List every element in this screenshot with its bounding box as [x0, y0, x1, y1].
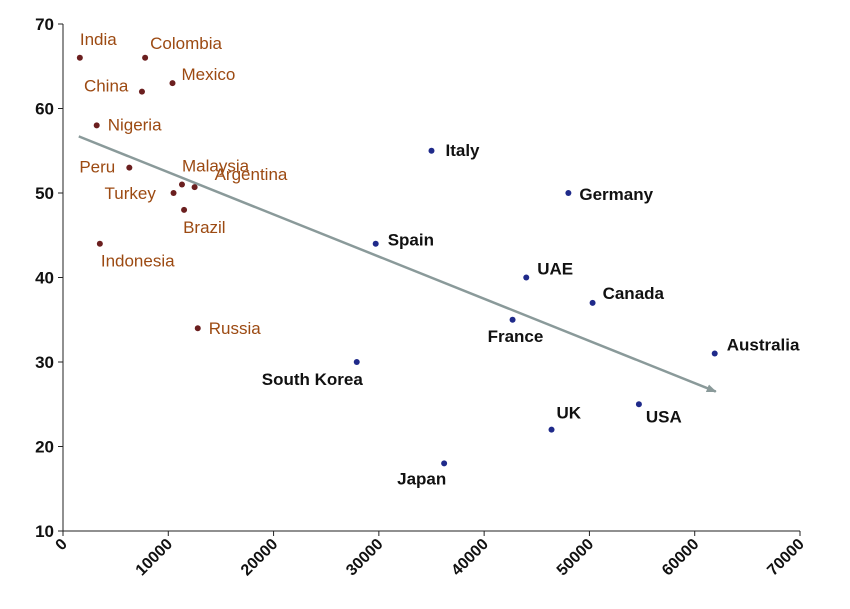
- label-argentina: Argentina: [215, 165, 288, 184]
- label-germany: Germany: [579, 185, 653, 204]
- point-malaysia: [178, 181, 185, 188]
- point-brazil: [181, 206, 188, 213]
- point-india: [76, 54, 83, 61]
- point-peru: [126, 164, 133, 171]
- point-china: [138, 88, 145, 95]
- label-uae: UAE: [537, 260, 573, 279]
- label-peru: Peru: [79, 158, 115, 177]
- label-italy: Italy: [446, 141, 481, 160]
- x-tick-label: 70000: [764, 536, 808, 580]
- point-colombia: [142, 54, 149, 61]
- point-south-korea: [353, 359, 360, 365]
- x-tick-label: 10000: [133, 536, 177, 580]
- point-usa: [635, 401, 642, 408]
- y-tick-label: 10: [35, 522, 54, 541]
- point-russia: [194, 325, 201, 332]
- label-japan: Japan: [397, 469, 446, 488]
- point-argentina: [191, 184, 198, 191]
- point-japan: [441, 460, 448, 467]
- y-tick-label: 70: [35, 15, 54, 34]
- label-mexico: Mexico: [181, 65, 235, 84]
- label-turkey: Turkey: [105, 184, 157, 203]
- label-russia: Russia: [209, 319, 262, 338]
- label-india: India: [80, 30, 117, 49]
- y-axis-ticks: 10 20 30 40 50 60 70: [35, 15, 63, 541]
- x-tick-label: 50000: [554, 536, 598, 580]
- label-south-korea: South Korea: [262, 370, 364, 389]
- point-france: [509, 316, 516, 323]
- label-spain: Spain: [388, 231, 434, 250]
- y-tick-label: 30: [35, 353, 54, 372]
- point-indonesia: [96, 240, 103, 247]
- label-usa: USA: [646, 407, 682, 426]
- point-canada: [589, 299, 596, 306]
- label-indonesia: Indonesia: [101, 252, 175, 271]
- point-italy: [428, 147, 435, 154]
- label-canada: Canada: [603, 284, 665, 303]
- trendline: [78, 135, 717, 393]
- point-uae: [523, 274, 530, 281]
- x-tick-label: 30000: [343, 536, 387, 580]
- point-turkey: [170, 190, 177, 196]
- y-tick-label: 20: [35, 438, 54, 457]
- y-tick-label: 60: [35, 100, 54, 119]
- x-tick-label: 20000: [238, 536, 282, 580]
- label-malaysia: Malaysia: [182, 157, 250, 176]
- point-mexico: [169, 80, 176, 87]
- label-uk: UK: [557, 404, 582, 423]
- label-nigeria: Nigeria: [108, 115, 162, 134]
- label-china: China: [84, 77, 129, 96]
- x-tick-label: 40000: [448, 536, 492, 580]
- data-points: India Colombia China Mexico Nigeria Peru Malay…: [76, 30, 800, 488]
- label-brazil: Brazil: [183, 218, 226, 237]
- label-colombia: Colombia: [150, 34, 222, 53]
- x-axis-ticks: 0 10000 20000 30000 40000 50000 60000 70000: [53, 531, 808, 579]
- x-tick-label: 60000: [659, 536, 703, 580]
- point-uk: [548, 426, 555, 433]
- label-australia: Australia: [727, 336, 800, 355]
- y-tick-label: 40: [35, 269, 54, 288]
- point-nigeria: [93, 122, 100, 129]
- point-australia: [711, 350, 718, 357]
- point-germany: [565, 190, 572, 196]
- point-spain: [372, 240, 379, 247]
- x-tick-label: 0: [53, 536, 71, 554]
- y-tick-label: 50: [35, 184, 54, 203]
- label-france: France: [488, 327, 544, 346]
